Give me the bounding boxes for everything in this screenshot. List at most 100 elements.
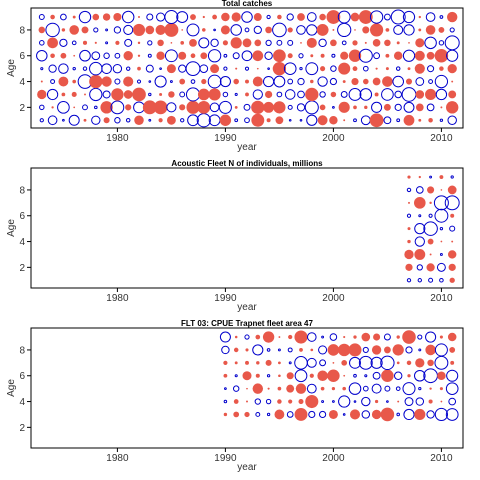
bubble-positive <box>210 64 220 74</box>
bubble-positive <box>300 41 302 44</box>
bubble-negative <box>190 79 196 84</box>
bubble-positive <box>273 101 286 114</box>
bubble-negative <box>306 12 317 22</box>
bubble-positive <box>123 51 133 61</box>
bubble-negative <box>40 67 44 71</box>
bubble-positive <box>252 50 264 62</box>
bubble-negative <box>252 89 263 100</box>
bubble-positive <box>51 106 54 109</box>
bubble-negative <box>331 53 336 58</box>
bubble-negative <box>386 400 389 403</box>
bubble-positive <box>267 387 270 390</box>
bubble-positive <box>319 104 326 111</box>
bubble-positive <box>81 26 89 34</box>
bubble-negative <box>105 28 109 32</box>
bubble-negative <box>159 67 162 70</box>
bubble-negative <box>306 383 317 394</box>
bubble-negative <box>198 37 210 49</box>
bubble-positive <box>166 115 176 125</box>
bubble-positive <box>342 386 346 391</box>
bubble-negative <box>392 75 405 88</box>
bubble-positive <box>61 28 66 32</box>
bubble-positive <box>89 74 103 89</box>
bubble-negative <box>403 101 415 113</box>
bubble-negative <box>414 223 426 235</box>
x-tick-label: 2000 <box>322 293 345 304</box>
bubble-positive <box>58 76 69 87</box>
bubble-negative <box>394 103 402 111</box>
bubble-positive <box>449 347 456 353</box>
bubble-negative <box>94 105 98 110</box>
bubble-positive <box>427 359 434 367</box>
bubble-positive <box>439 175 444 179</box>
bubble-negative <box>341 40 347 46</box>
bubble-positive <box>451 240 454 243</box>
bubble-negative <box>210 38 219 48</box>
bubble-negative <box>48 64 57 73</box>
bubble-negative <box>266 374 271 378</box>
bubble-negative <box>434 74 449 89</box>
bubble-negative <box>361 410 371 419</box>
bubble-negative <box>266 14 271 20</box>
bubble-positive <box>328 409 338 419</box>
bubble-positive <box>327 344 340 356</box>
bubble-negative <box>298 53 304 59</box>
bubble-negative <box>332 105 335 109</box>
bubble-negative <box>338 395 351 408</box>
bubble-positive <box>295 383 307 394</box>
bubble-positive <box>310 54 314 58</box>
bubble-negative <box>221 345 230 355</box>
bubble-positive <box>262 331 275 343</box>
bubble-positive <box>338 101 350 113</box>
bubble-positive <box>197 88 210 101</box>
bubble-positive <box>310 348 314 352</box>
bubble-negative <box>219 331 231 343</box>
bubble-positive <box>233 411 240 418</box>
bubble-negative <box>272 22 287 38</box>
bubble-negative <box>433 195 449 211</box>
bubble-positive <box>294 330 308 344</box>
bubble-negative <box>91 115 101 125</box>
bubble-negative <box>154 75 167 88</box>
bubble-negative <box>89 87 103 102</box>
bubble-negative <box>273 75 286 88</box>
bubble-negative <box>321 335 325 339</box>
y-tick-label: 2 <box>19 103 25 114</box>
bubble-negative <box>199 64 209 73</box>
bubble-positive <box>137 54 141 57</box>
bubble-positive <box>40 80 43 83</box>
bubble-positive <box>274 409 285 420</box>
bubble-positive <box>440 400 443 403</box>
bubble-negative <box>393 24 404 35</box>
bubble-positive <box>266 118 271 123</box>
bubble-positive <box>132 23 146 37</box>
bubble-negative <box>180 118 185 123</box>
bubble-negative <box>381 88 394 101</box>
bubble-negative <box>319 91 326 98</box>
bubble-negative <box>288 361 292 365</box>
bubble-positive <box>123 76 134 87</box>
bubble-positive <box>219 114 232 126</box>
bubble-negative <box>395 386 401 391</box>
x-tick-label: 1990 <box>214 293 237 304</box>
bubble-positive <box>353 335 357 339</box>
bubble-negative <box>114 52 121 59</box>
bubble-negative <box>414 369 426 382</box>
bubble-negative <box>283 62 297 75</box>
y-tick-label: 4 <box>19 237 25 248</box>
y-tick-label: 8 <box>19 185 25 196</box>
bubble-positive <box>113 12 122 22</box>
bubble-positive <box>242 38 252 48</box>
bubble-negative <box>299 118 303 122</box>
bubble-positive <box>38 26 46 34</box>
bubble-positive <box>263 101 275 113</box>
bubble-negative <box>423 221 438 236</box>
bubble-positive <box>223 373 228 378</box>
bubble-negative <box>185 87 201 102</box>
bubble-negative <box>287 104 293 110</box>
bubble-negative <box>337 10 351 24</box>
bubble-positive <box>320 53 325 58</box>
bubble-negative <box>196 113 211 128</box>
bubble-negative <box>223 53 228 58</box>
bubble-positive <box>329 116 338 125</box>
